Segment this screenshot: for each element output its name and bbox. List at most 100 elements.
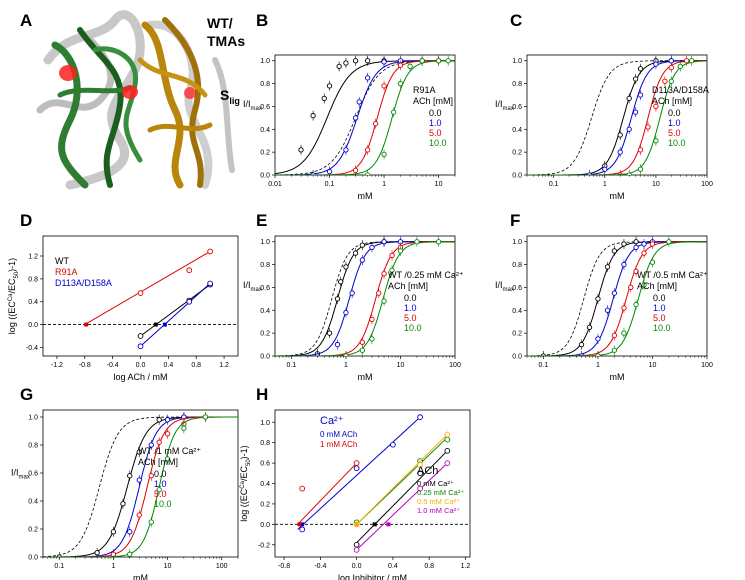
legend-entry: 1.0 mM Ca²⁺ — [417, 506, 460, 515]
y-tick-label: 0.8 — [260, 440, 270, 447]
data-point — [326, 168, 333, 175]
y-tick-label: 0.0 — [260, 173, 270, 180]
legend-entry: 1 mM ACh — [320, 440, 357, 449]
data-point — [688, 58, 695, 64]
legend-entry: 0.0 — [429, 108, 442, 118]
data-point — [626, 95, 632, 102]
chart-c: C 0.1 1 10 100 0.0 0.2 0.4 0.6 0.8 1.0 mM I/Imax D113… — [495, 11, 713, 201]
intercept-marker — [354, 522, 359, 527]
y-tick-label: 0.2 — [260, 501, 270, 508]
panel-a-s-label: Slig — [220, 87, 240, 106]
y-tick-label: 0.8 — [512, 81, 522, 88]
data-point — [359, 242, 366, 248]
fit-curve-2 — [527, 60, 707, 175]
panel-letter-f: F — [510, 211, 520, 230]
data-point — [391, 109, 397, 115]
x-tick-label: 1 — [382, 181, 386, 188]
data-point — [369, 316, 375, 323]
legend-title: WT /0.5 mM Ca²⁺ — [637, 270, 708, 280]
legend-subtitle: ACh [mM] — [413, 96, 453, 106]
legend-entry: 1.0 — [404, 303, 417, 313]
data-point — [127, 473, 133, 479]
data-point — [633, 301, 639, 308]
data-point — [349, 290, 355, 296]
data-point — [444, 431, 451, 438]
data-point — [326, 83, 333, 89]
y-axis-label: I/Imax — [243, 99, 262, 112]
data-point — [148, 473, 154, 479]
x-tick-label: 0.4 — [163, 362, 173, 369]
panel-letter-h: H — [256, 385, 268, 404]
legend-entry: 10.0 — [154, 499, 172, 509]
legend-entry: 0.25 mM Ca²⁺ — [417, 488, 464, 497]
y-axis-label: log ((ECCa/EC50)-1) — [7, 258, 20, 334]
data-point — [336, 63, 342, 70]
data-point — [381, 298, 387, 304]
legend-entry: 1.0 — [429, 118, 442, 128]
plot-frame — [274, 235, 456, 357]
data-point — [444, 447, 451, 454]
data-point — [637, 66, 644, 72]
intercept-marker — [372, 522, 377, 527]
data-point — [164, 456, 171, 462]
data-point — [186, 298, 193, 305]
y-tick-label: 0.8 — [512, 262, 522, 269]
x-tick-label: 10 — [649, 362, 657, 369]
data-point — [586, 324, 593, 331]
data-point — [621, 261, 627, 268]
legend-subtitle: ACh [mM] — [637, 281, 677, 291]
x-tick-label: 10 — [652, 181, 660, 188]
data-point — [389, 252, 395, 259]
x-tick-label: 0.0 — [352, 563, 362, 570]
data-point — [321, 95, 327, 102]
data-point — [641, 241, 647, 247]
x-tick-label: 10 — [164, 563, 172, 570]
intercept-marker — [153, 322, 158, 327]
reference-curve — [275, 241, 455, 356]
legend-subtitle: ACh [mM] — [138, 457, 178, 467]
data-point — [343, 60, 349, 66]
fit-line-4 — [356, 434, 448, 525]
data-point — [578, 341, 585, 348]
legend-title: WT /1 mM Ca²⁺ — [138, 446, 201, 456]
fit-curve-2 — [275, 60, 455, 175]
data-point — [110, 551, 117, 557]
data-point — [626, 172, 632, 175]
data-point — [136, 477, 142, 483]
legend-entry: WT — [55, 256, 69, 266]
data-point — [137, 290, 144, 296]
y-tick-label: 0.6 — [28, 471, 38, 478]
data-point — [653, 61, 659, 67]
data-point — [310, 112, 316, 119]
panel-letter-g: G — [20, 385, 33, 404]
data-point — [414, 239, 420, 245]
x-tick-label: 0.1 — [325, 181, 335, 188]
y-tick-label: 0.0 — [512, 354, 522, 361]
legend-entry: 10.0 — [653, 323, 671, 333]
y-tick-label: 0.0 — [28, 555, 38, 562]
x-tick-label: 1.2 — [219, 362, 229, 369]
data-point — [381, 83, 387, 89]
data-point — [156, 417, 162, 423]
data-point — [369, 336, 375, 342]
data-point — [207, 248, 213, 255]
data-point — [445, 58, 451, 64]
data-point — [202, 414, 209, 420]
data-point — [338, 279, 344, 285]
plot-area — [527, 55, 707, 175]
data-point — [662, 78, 668, 84]
x-tick-label: 10 — [397, 362, 405, 369]
y-tick-label: 0.6 — [512, 104, 522, 111]
legend-title: D113A/D158A — [652, 85, 709, 95]
y-axis-label: I/Imax — [495, 280, 514, 293]
reference-curve — [527, 241, 707, 356]
fit-line-0 — [297, 416, 421, 530]
intercept-marker — [162, 322, 167, 327]
legend-entry: 0.0 — [653, 293, 666, 303]
y-tick-label: -0.2 — [258, 542, 270, 549]
y-axis-label: I/Imax — [495, 99, 514, 112]
data-point — [668, 58, 674, 64]
data-point — [633, 268, 639, 275]
fit-curve-2 — [275, 241, 455, 356]
